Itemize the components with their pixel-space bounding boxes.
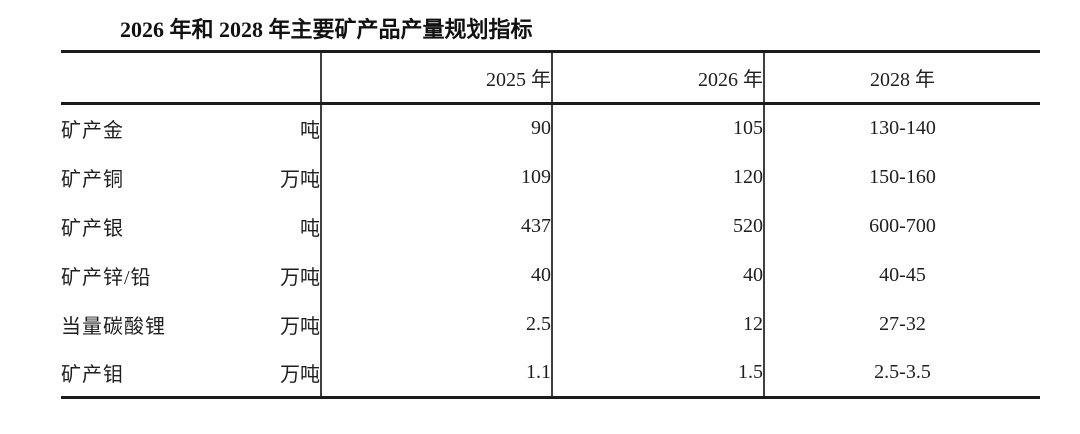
cell-2028: 2.5-3.5 (763, 348, 1040, 398)
cell-2026: 40 (551, 250, 764, 300)
cell-2026: 105 (551, 103, 764, 153)
cell-item: 矿产锌/铅 (61, 266, 152, 289)
cell-2025: 40 (320, 250, 552, 300)
cell-2025: 90 (320, 103, 552, 153)
mineral-production-table: 2025 年 2026 年 2028 年 矿产金 吨 90 105 130-14… (61, 50, 1040, 399)
cell-2028: 150-160 (763, 152, 1040, 202)
table-row: 矿产金 吨 90 105 130-140 (61, 103, 1040, 153)
cell-2028: 600-700 (763, 201, 1040, 251)
col-header-2026: 2026 年 (551, 51, 764, 105)
table-row: 当量碳酸锂 万吨 2.5 12 27-32 (61, 299, 1040, 349)
cell-2028: 27-32 (763, 299, 1040, 349)
cell-item: 矿产铜 (61, 168, 124, 191)
cell-item: 矿产银 (61, 217, 124, 240)
table-row: 矿产银 吨 437 520 600-700 (61, 201, 1040, 251)
cell-2025: 437 (320, 201, 552, 251)
cell-2026: 520 (551, 201, 764, 251)
header-item-unit-blank (61, 51, 321, 105)
cell-2028: 40-45 (763, 250, 1040, 300)
cell-2025: 2.5 (320, 299, 552, 349)
cell-2028: 130-140 (763, 103, 1040, 153)
cell-unit: 吨 (300, 217, 320, 240)
cell-unit: 万吨 (280, 266, 320, 289)
cell-item: 矿产钼 (61, 363, 124, 386)
cell-unit: 万吨 (280, 168, 320, 191)
cell-2025: 109 (320, 152, 552, 202)
cell-2026: 12 (551, 299, 764, 349)
table-row: 矿产铜 万吨 109 120 150-160 (61, 152, 1040, 202)
cell-item: 矿产金 (61, 120, 124, 143)
cell-unit: 吨 (300, 120, 320, 143)
table-row: 矿产锌/铅 万吨 40 40 40-45 (61, 250, 1040, 300)
table-row: 矿产钼 万吨 1.1 1.5 2.5-3.5 (61, 348, 1040, 398)
col-header-2025: 2025 年 (320, 51, 552, 105)
table-title: 2026 年和 2028 年主要矿产品产量规划指标 (120, 17, 533, 42)
col-header-2028: 2028 年 (763, 51, 1040, 105)
cell-2026: 1.5 (551, 348, 764, 398)
cell-unit: 万吨 (280, 363, 320, 386)
header-row: 2025 年 2026 年 2028 年 (61, 51, 1040, 105)
cell-item: 当量碳酸锂 (61, 315, 166, 338)
cell-unit: 万吨 (280, 315, 320, 338)
cell-2025: 1.1 (320, 348, 552, 398)
cell-2026: 120 (551, 152, 764, 202)
